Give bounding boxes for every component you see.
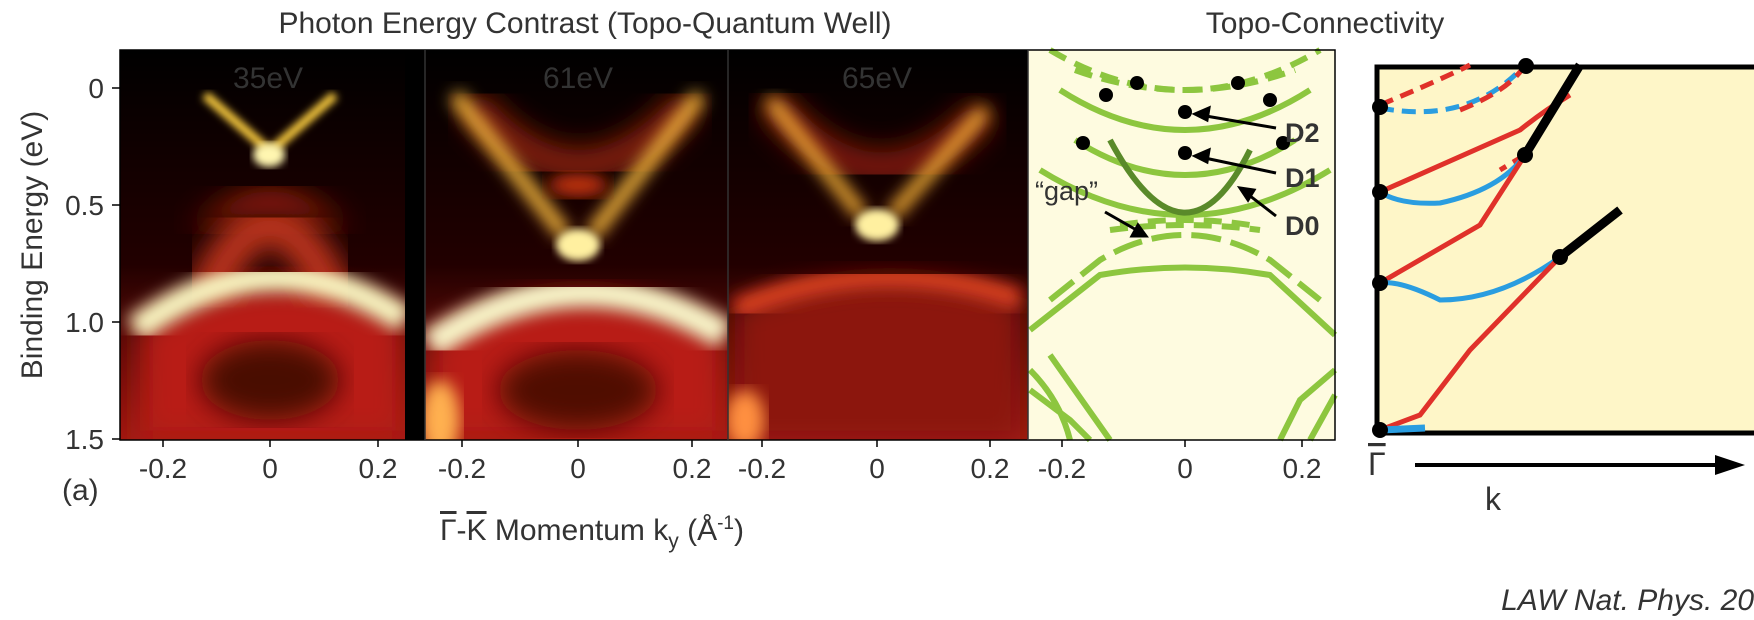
x-label-part: y bbox=[668, 530, 679, 553]
band-diagram: D2 D1 D0 “gap” bbox=[1028, 50, 1335, 440]
panel-label: 65eV bbox=[842, 62, 912, 95]
annotation: D0 bbox=[1285, 211, 1320, 241]
arpes-image bbox=[120, 50, 425, 440]
shape bbox=[405, 50, 425, 440]
arpes-image bbox=[420, 50, 728, 460]
title: Photon Energy Contrast (Topo-Quantum Wel… bbox=[278, 7, 891, 40]
shape bbox=[556, 229, 600, 261]
shape bbox=[1715, 455, 1745, 475]
x-label-part: - bbox=[457, 514, 467, 547]
shape bbox=[548, 173, 608, 197]
panel-tag: (a) bbox=[62, 474, 99, 507]
shape bbox=[855, 209, 899, 241]
shape bbox=[420, 380, 460, 460]
shape bbox=[725, 390, 765, 450]
gamma-label: Γ bbox=[1368, 446, 1386, 482]
y-tick-label: 1.5 bbox=[65, 424, 104, 455]
x-label-part: K bbox=[467, 514, 487, 547]
x-tick-label: -0.2 bbox=[738, 453, 786, 484]
shape bbox=[1231, 76, 1245, 90]
k-label: k bbox=[1485, 481, 1502, 517]
x-axis-label: Γ-K Momentum ky (Å-1) bbox=[440, 513, 744, 553]
panel-label: 61eV bbox=[543, 62, 613, 95]
annotation: D2 bbox=[1285, 118, 1320, 148]
shape bbox=[1076, 136, 1090, 150]
shape bbox=[1517, 147, 1533, 163]
shape bbox=[1178, 146, 1192, 160]
shape bbox=[200, 340, 340, 420]
shape bbox=[1552, 249, 1568, 265]
citation: LAW Nat. Phys. 20 bbox=[1501, 584, 1754, 617]
shape bbox=[253, 143, 285, 167]
shape bbox=[1130, 76, 1144, 90]
shape bbox=[1372, 99, 1388, 115]
shape bbox=[1178, 105, 1192, 119]
x-label-part: -1 bbox=[717, 513, 734, 534]
shape bbox=[1263, 93, 1277, 107]
x-tick-label: 0 bbox=[262, 453, 278, 484]
title: Topo-Connectivity bbox=[1206, 7, 1444, 40]
arpes-image bbox=[725, 50, 1028, 450]
connectivity-diagram: Γ k bbox=[1368, 58, 1754, 517]
y-tick-label: 0 bbox=[88, 73, 104, 104]
shape bbox=[1099, 88, 1113, 102]
panel-label: 35eV bbox=[233, 62, 303, 95]
x-axis: -0.2 0 0.2 -0.2 0 0.2 -0.2 0 0.2 -0.2 0 0.2 bbox=[139, 440, 1322, 484]
y-tick-label: 0.5 bbox=[65, 190, 104, 221]
x-tick-label: 0.2 bbox=[673, 453, 712, 484]
shape bbox=[498, 350, 658, 430]
x-tick-label: 0.2 bbox=[971, 453, 1010, 484]
annotation: “gap” bbox=[1035, 176, 1098, 206]
x-tick-label: 0 bbox=[1177, 453, 1193, 484]
x-label-part: (Å bbox=[679, 514, 717, 547]
y-tick-label: 1.0 bbox=[65, 307, 104, 338]
shape bbox=[1518, 58, 1534, 74]
x-tick-label: 0.2 bbox=[1283, 453, 1322, 484]
x-label-part: Momentum k bbox=[487, 514, 670, 547]
annotation: D1 bbox=[1285, 163, 1320, 193]
x-tick-label: 0 bbox=[869, 453, 885, 484]
x-tick-label: -0.2 bbox=[438, 453, 486, 484]
y-axis: 0 0.5 1.0 1.5 bbox=[65, 73, 120, 455]
x-tick-label: 0.2 bbox=[359, 453, 398, 484]
x-label-part: ) bbox=[734, 514, 744, 547]
shape bbox=[1372, 184, 1388, 200]
x-tick-label: -0.2 bbox=[139, 453, 187, 484]
figure: Photon Energy Contrast (Topo-Quantum Wel… bbox=[0, 0, 1754, 620]
x-tick-label: -0.2 bbox=[1038, 453, 1086, 484]
shape bbox=[1372, 275, 1388, 291]
x-label-part: Γ bbox=[440, 514, 457, 547]
x-tick-label: 0 bbox=[570, 453, 586, 484]
y-axis-label: Binding Energy (eV) bbox=[16, 111, 49, 379]
shape bbox=[1372, 422, 1388, 438]
